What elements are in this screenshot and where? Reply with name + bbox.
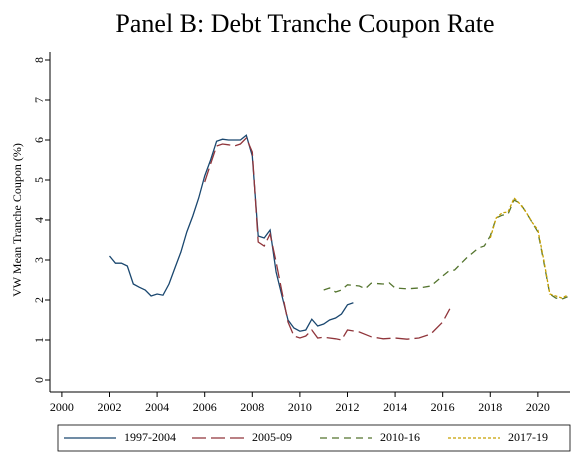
y-tick-label: 0 <box>32 377 46 383</box>
x-tick-label: 2010 <box>288 400 312 414</box>
x-tick-label: 2008 <box>240 400 264 414</box>
y-tick-label: 6 <box>32 137 46 143</box>
x-tick-label: 2002 <box>97 400 121 414</box>
series-line <box>108 134 354 332</box>
chart-title: Panel B: Debt Tranche Coupon Rate <box>115 9 494 38</box>
y-tick-label: 1 <box>32 337 46 343</box>
x-tick-label: 2006 <box>193 400 217 414</box>
legend: 1997-2004 2005-09 2010-16 2017-19 <box>57 424 571 452</box>
x-tick-label: 2014 <box>383 400 407 414</box>
y-tick-label: 4 <box>32 217 46 223</box>
x-tick-label: 2004 <box>145 400 169 414</box>
series-line <box>489 196 568 299</box>
legend-label: 2010-16 <box>380 430 420 444</box>
y-axis-label: VW Mean Tranche Coupon (%) <box>10 143 24 297</box>
x-tick-label: 2018 <box>478 400 502 414</box>
y-tick-label: 3 <box>32 257 46 263</box>
x-tick-label: 2012 <box>335 400 359 414</box>
y-tick-label: 2 <box>32 297 46 303</box>
y-tick-label: 5 <box>32 177 46 183</box>
x-tick-label: 2016 <box>431 400 455 414</box>
legend-label: 2017-19 <box>508 430 548 444</box>
series-line <box>204 136 451 341</box>
series-line <box>323 199 568 300</box>
x-tick-label: 2020 <box>526 400 550 414</box>
x-tick-label: 2000 <box>50 400 74 414</box>
legend-label: 2005-09 <box>252 430 292 444</box>
y-tick-label: 8 <box>32 57 46 63</box>
legend-label: 1997-2004 <box>124 430 176 444</box>
y-tick-label: 7 <box>32 97 46 103</box>
